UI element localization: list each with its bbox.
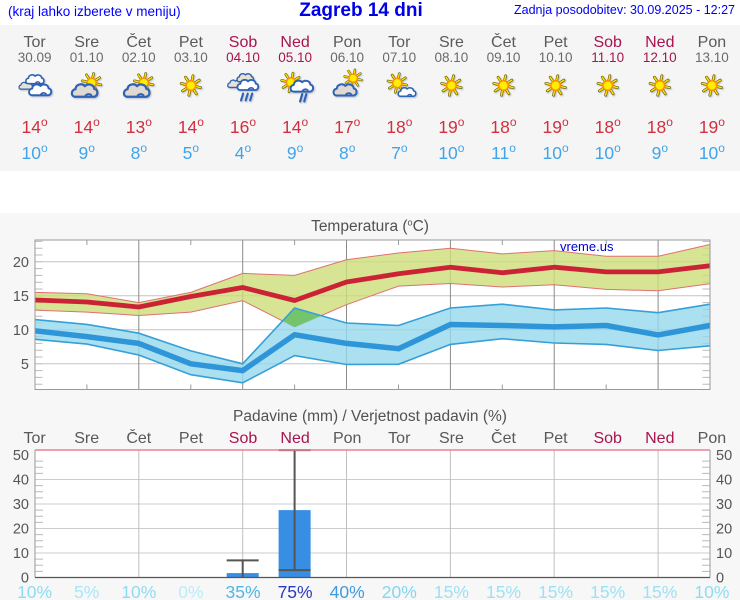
svg-text:10: 10 xyxy=(716,546,732,562)
svg-text:10%: 10% xyxy=(121,582,156,600)
svg-text:Sre: Sre xyxy=(74,430,99,447)
svg-text:Čet: Čet xyxy=(491,428,516,447)
svg-text:Pet: Pet xyxy=(179,430,204,447)
svg-text:30: 30 xyxy=(13,497,29,513)
svg-text:50: 50 xyxy=(716,448,732,464)
svg-text:15%: 15% xyxy=(538,582,573,600)
svg-text:Padavine (mm) / Verjetnost pad: Padavine (mm) / Verjetnost padavin (%) xyxy=(233,408,507,425)
svg-text:20: 20 xyxy=(13,255,29,271)
svg-text:Ned: Ned xyxy=(645,430,674,447)
svg-text:10: 10 xyxy=(13,323,29,339)
svg-text:vreme.us: vreme.us xyxy=(560,239,614,254)
svg-text:Pon: Pon xyxy=(333,430,361,447)
svg-text:0: 0 xyxy=(716,571,724,587)
svg-text:50: 50 xyxy=(13,448,29,464)
svg-text:Sob: Sob xyxy=(593,430,622,447)
svg-text:Ned: Ned xyxy=(280,430,309,447)
svg-text:40: 40 xyxy=(13,473,29,489)
svg-text:15%: 15% xyxy=(642,582,677,600)
svg-text:15%: 15% xyxy=(486,582,521,600)
svg-text:15: 15 xyxy=(13,289,29,305)
svg-text:20: 20 xyxy=(13,522,29,538)
svg-text:40%: 40% xyxy=(330,582,365,600)
svg-text:20: 20 xyxy=(716,522,732,538)
svg-text:Pet: Pet xyxy=(544,430,569,447)
svg-text:Temperatura (oC): Temperatura (oC) xyxy=(311,218,429,236)
svg-text:15%: 15% xyxy=(590,582,625,600)
svg-text:10%: 10% xyxy=(17,582,52,600)
svg-text:30: 30 xyxy=(716,497,732,513)
svg-text:5%: 5% xyxy=(74,582,99,600)
svg-text:Sob: Sob xyxy=(229,430,258,447)
svg-text:5: 5 xyxy=(21,357,29,373)
svg-text:10: 10 xyxy=(13,546,29,562)
svg-text:35%: 35% xyxy=(225,582,260,600)
svg-text:15%: 15% xyxy=(434,582,469,600)
svg-text:75%: 75% xyxy=(278,582,313,600)
svg-text:0: 0 xyxy=(21,571,29,587)
svg-text:Čet: Čet xyxy=(126,428,151,447)
svg-text:Tor: Tor xyxy=(388,430,411,447)
svg-text:20%: 20% xyxy=(382,582,417,600)
svg-text:40: 40 xyxy=(716,473,732,489)
svg-text:Sre: Sre xyxy=(439,430,464,447)
svg-text:Tor: Tor xyxy=(23,430,46,447)
svg-text:0%: 0% xyxy=(178,582,203,600)
svg-text:10%: 10% xyxy=(694,582,729,600)
svg-text:Pon: Pon xyxy=(698,430,726,447)
